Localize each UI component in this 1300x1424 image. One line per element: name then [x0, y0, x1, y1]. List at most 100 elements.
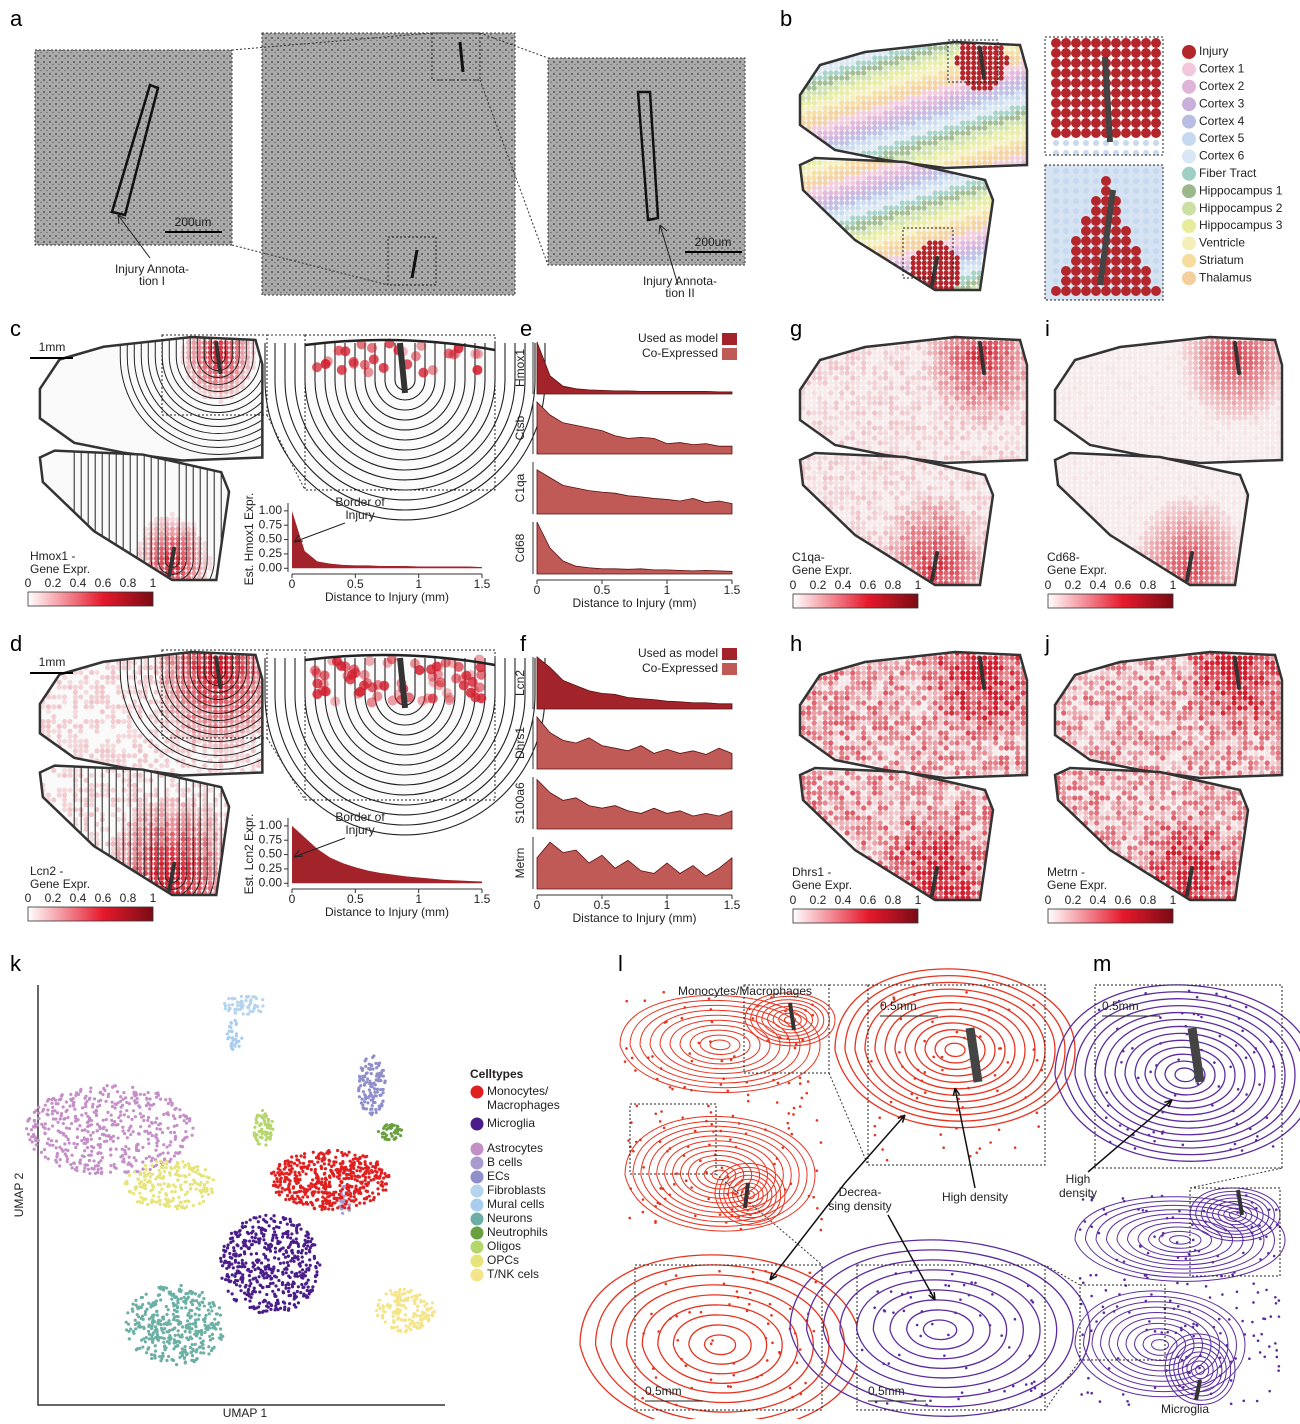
spot: [905, 355, 910, 360]
spot: [355, 687, 365, 697]
spot: [883, 65, 888, 70]
spot: [1071, 68, 1081, 78]
spot: [982, 155, 987, 160]
spot: [955, 240, 960, 245]
spot: [84, 739, 89, 744]
spot: [138, 846, 143, 851]
spot: [1153, 168, 1159, 174]
spot: [894, 380, 899, 385]
spot: [127, 822, 132, 827]
spot: [132, 822, 137, 827]
spot: [894, 485, 899, 490]
spot: [1111, 38, 1121, 48]
spot: [955, 100, 960, 105]
spot: [894, 355, 899, 360]
spot: [839, 420, 844, 425]
spot: [977, 145, 982, 150]
spot: [856, 180, 861, 185]
spot: [240, 350, 245, 355]
spot: [960, 420, 965, 425]
spot: [817, 370, 822, 375]
spot: [905, 80, 910, 85]
spot: [894, 385, 899, 390]
spot: [894, 130, 899, 135]
spot: [861, 465, 866, 470]
spot: [436, 677, 446, 687]
spot: [971, 280, 976, 285]
spot: [806, 165, 811, 170]
spot: [1015, 70, 1020, 75]
spot: [960, 485, 965, 490]
spot: [916, 195, 921, 200]
colorbar: [28, 907, 153, 921]
spot: [966, 360, 971, 365]
spot: [872, 175, 877, 180]
legend-swatch: [1182, 45, 1196, 59]
spot: [828, 375, 833, 380]
spot: [900, 255, 905, 260]
spot: [982, 110, 987, 115]
spot: [894, 180, 899, 185]
spot: [78, 729, 83, 734]
spot: [949, 270, 954, 275]
spot: [911, 500, 916, 505]
spot: [966, 95, 971, 100]
spot: [202, 871, 207, 876]
spot: [922, 270, 927, 275]
spot: [993, 160, 998, 165]
spot: [1071, 78, 1081, 88]
spot: [971, 545, 976, 550]
spot: [938, 535, 943, 540]
spot: [94, 699, 99, 704]
spot: [911, 145, 916, 150]
spot: [208, 876, 213, 881]
spot: [911, 350, 916, 355]
spot: [191, 375, 196, 380]
spot: [867, 510, 872, 515]
spot: [1123, 140, 1129, 146]
spot: [922, 95, 927, 100]
spot: [993, 360, 998, 365]
spot: [911, 480, 916, 485]
spot: [971, 230, 976, 235]
legend-swatch: [1182, 97, 1196, 111]
spot: [883, 210, 888, 215]
spot: [878, 215, 883, 220]
spot: [186, 832, 191, 837]
spot: [894, 255, 899, 260]
spot: [828, 175, 833, 180]
spot: [894, 390, 899, 395]
spot: [911, 105, 916, 110]
spot: [1071, 48, 1081, 58]
spot: [867, 105, 872, 110]
spot: [938, 405, 943, 410]
spot: [823, 375, 828, 380]
spot: [889, 170, 894, 175]
spot: [889, 520, 894, 525]
spot: [889, 400, 894, 405]
spot: [850, 495, 855, 500]
spot: [817, 120, 822, 125]
spot: [889, 480, 894, 485]
spot: [138, 670, 143, 675]
spot: [982, 120, 987, 125]
spot: [905, 230, 910, 235]
spot: [955, 410, 960, 415]
spot: [883, 120, 888, 125]
spot: [944, 490, 949, 495]
spot: [839, 355, 844, 360]
spot: [143, 856, 148, 861]
spot: [1093, 140, 1099, 146]
spot: [889, 175, 894, 180]
spot: [861, 215, 866, 220]
spot: [922, 80, 927, 85]
spot: [900, 450, 905, 455]
spot: [977, 70, 982, 75]
spot: [850, 365, 855, 370]
spot: [834, 490, 839, 495]
spot: [1121, 236, 1131, 246]
spot: [1053, 140, 1059, 146]
spot: [336, 661, 346, 671]
spot: [856, 145, 861, 150]
spot: [922, 60, 927, 65]
